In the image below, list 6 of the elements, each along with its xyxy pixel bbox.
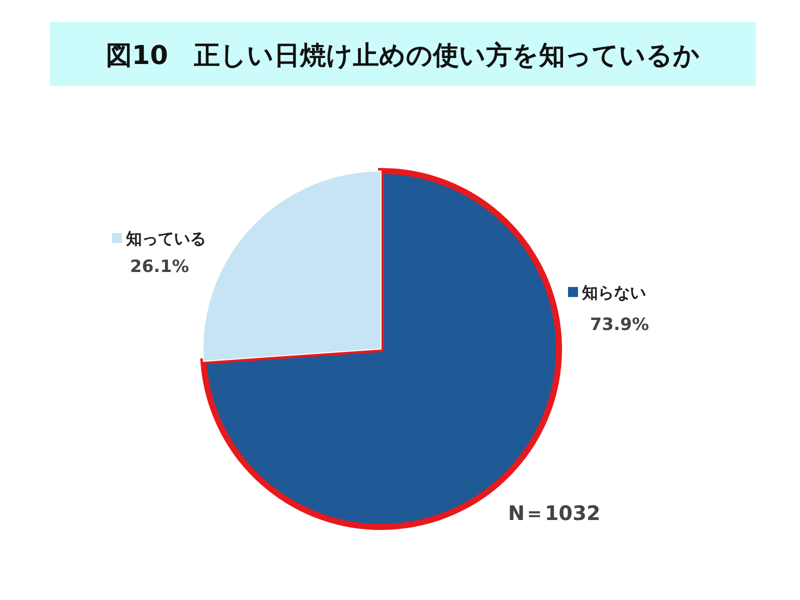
data-label: 26.1%: [130, 257, 189, 277]
legend-label: 知っている: [125, 229, 206, 248]
chart-title: 図10 正しい日焼け止めの使い方を知っているか: [106, 41, 700, 71]
legend-label: 知らない: [581, 283, 646, 302]
data-label: 73.9%: [590, 315, 649, 335]
text: N＝1032: [508, 501, 600, 525]
